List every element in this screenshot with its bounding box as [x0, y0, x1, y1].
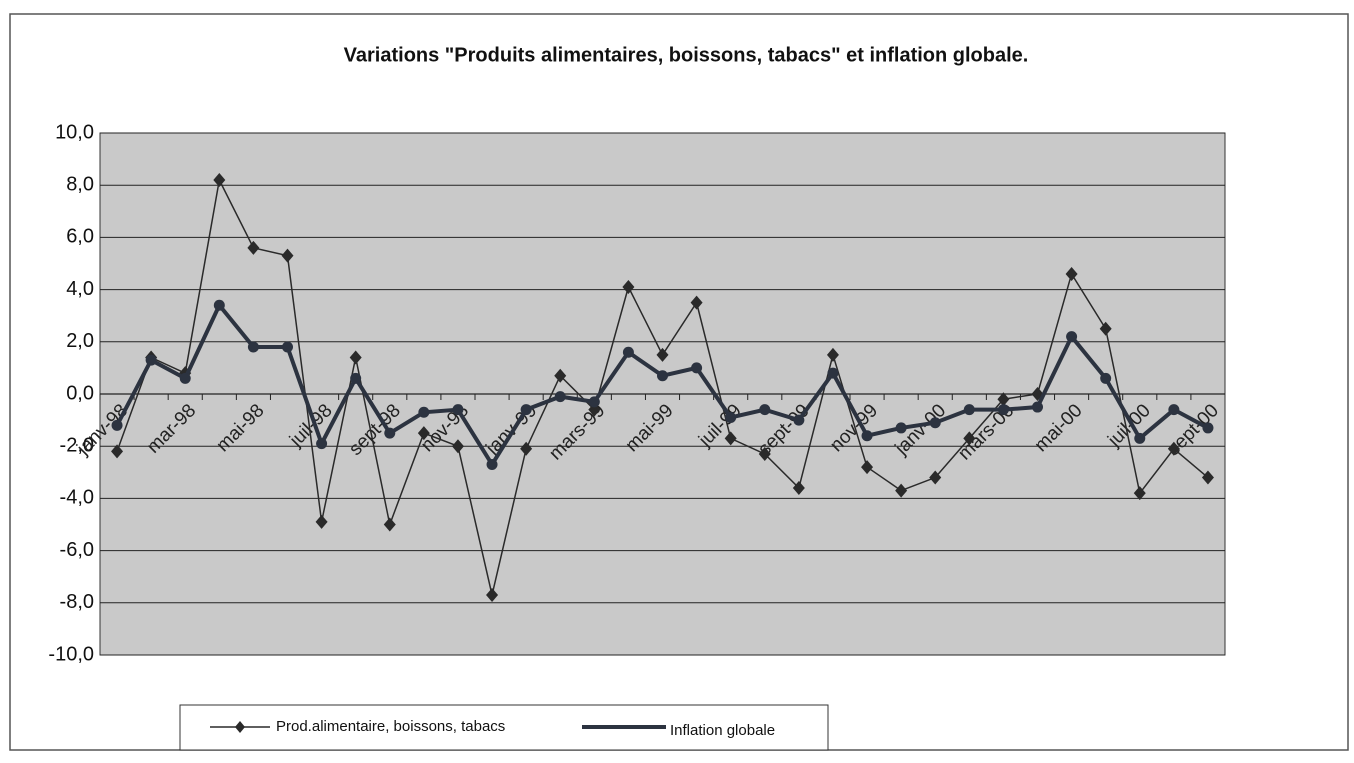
marker: [657, 370, 668, 382]
legend-marker: [235, 721, 245, 733]
marker: [282, 341, 293, 353]
marker: [316, 438, 328, 450]
marker: [963, 431, 976, 446]
marker: [929, 417, 941, 429]
marker: [520, 404, 532, 416]
marker: [656, 347, 669, 362]
marker: [861, 460, 874, 475]
y-tick-label: 6,0: [66, 226, 94, 248]
marker: [384, 427, 396, 439]
marker: [1133, 486, 1146, 501]
marker: [895, 483, 908, 498]
marker: [1202, 422, 1214, 434]
marker: [725, 411, 737, 423]
marker: [1065, 266, 1078, 281]
marker: [520, 441, 533, 456]
marker: [315, 514, 328, 529]
y-tick-label: -2,0: [60, 434, 94, 456]
marker: [1201, 470, 1214, 485]
marker: [793, 414, 805, 426]
marker: [691, 362, 703, 374]
marker: [486, 458, 498, 470]
marker: [213, 172, 226, 187]
marker: [554, 368, 567, 383]
marker: [1100, 372, 1112, 384]
legend-label: Inflation globale: [670, 722, 775, 739]
y-tick-label: -10,0: [48, 643, 94, 665]
marker: [486, 587, 499, 602]
y-tick-label: -6,0: [60, 539, 94, 561]
marker: [1167, 441, 1180, 456]
marker: [452, 404, 464, 416]
legend: [179, 704, 829, 751]
marker: [247, 341, 259, 353]
marker: [963, 404, 975, 416]
legend-label: Prod.alimentaire, boissons, tabacs: [276, 718, 505, 735]
marker: [792, 480, 805, 495]
marker: [349, 350, 362, 365]
marker: [690, 295, 703, 310]
marker: [588, 396, 600, 408]
marker: [724, 431, 737, 446]
y-tick-label: -8,0: [60, 591, 94, 613]
marker: [111, 419, 123, 431]
y-tick-label: 0,0: [66, 382, 94, 404]
marker: [622, 279, 635, 294]
marker: [213, 299, 225, 311]
marker: [929, 470, 942, 485]
marker: [1134, 432, 1146, 444]
marker: [145, 354, 157, 366]
y-tick-label: 8,0: [66, 173, 94, 195]
marker: [895, 422, 907, 434]
marker: [622, 346, 634, 358]
marker: [758, 447, 771, 462]
marker: [826, 347, 839, 362]
marker: [1168, 404, 1180, 416]
y-tick-label: 2,0: [66, 330, 94, 352]
y-tick-label: -4,0: [60, 487, 94, 509]
marker: [247, 240, 260, 255]
marker: [1066, 331, 1078, 343]
marker: [861, 430, 873, 442]
y-tick-label: 10,0: [55, 121, 94, 143]
marker: [451, 439, 464, 454]
marker: [418, 406, 430, 418]
marker: [827, 367, 839, 379]
marker: [417, 426, 430, 441]
marker: [281, 248, 294, 263]
marker: [997, 392, 1010, 407]
chart-title: Variations "Produits alimentaires, boiss…: [344, 44, 1029, 66]
marker: [1032, 401, 1043, 413]
marker: [179, 372, 191, 384]
marker: [554, 391, 566, 403]
y-tick-label: 4,0: [66, 278, 94, 300]
marker: [759, 404, 771, 416]
marker: [111, 444, 124, 459]
marker: [997, 404, 1009, 416]
marker: [350, 372, 362, 384]
marker: [1099, 321, 1112, 336]
marker: [383, 517, 396, 532]
